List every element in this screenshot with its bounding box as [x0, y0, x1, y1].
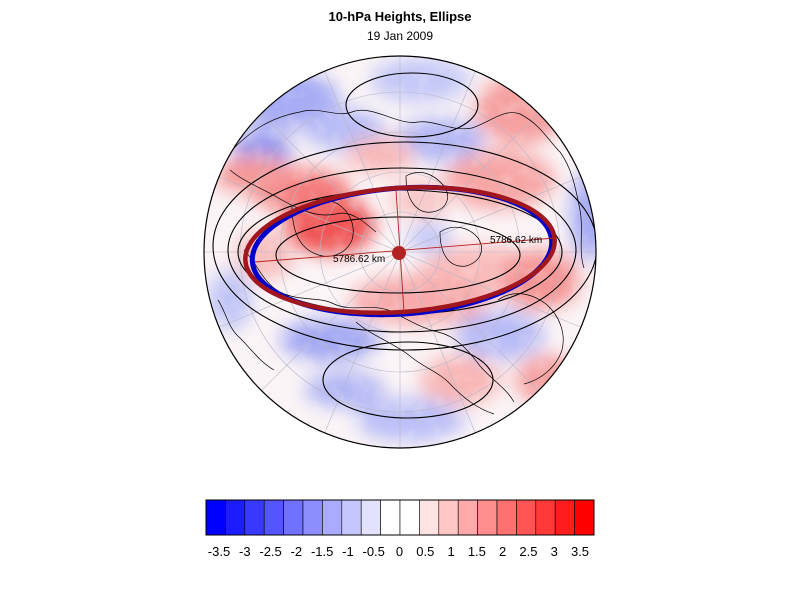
colorbar-swatch — [438, 499, 459, 536]
colorbar-swatch — [283, 499, 304, 536]
colorbar-tick-label: 0.5 — [416, 544, 434, 559]
ellipse-center-marker — [392, 246, 406, 260]
coastlines — [217, 109, 585, 415]
colorbar-tick-label: 0 — [396, 544, 403, 559]
colorbar-swatch — [244, 499, 265, 536]
distance-label-west: 5786.62 km — [333, 254, 385, 265]
colorbar-swatch — [535, 499, 556, 536]
colorbar-tick-label: -1 — [342, 544, 354, 559]
colorbar-tick-label: -0.5 — [363, 544, 385, 559]
colorbar-tick-label: 3 — [551, 544, 558, 559]
colorbar-swatch — [360, 499, 381, 536]
anomaly-field — [204, 56, 596, 448]
colorbar-swatch — [419, 499, 440, 536]
map-title: 10-hPa Heights, Ellipse — [328, 9, 472, 24]
colorbar-tick-label: -1.5 — [311, 544, 333, 559]
colorbar-swatch — [205, 499, 226, 536]
colorbar-swatch — [516, 499, 537, 536]
colorbar-swatch — [457, 499, 478, 536]
colorbar-swatch — [380, 499, 401, 536]
colorbar-swatch — [554, 499, 575, 536]
colorbar-tick-label: -3 — [239, 544, 251, 559]
colorbar-tick-label: 2.5 — [519, 544, 537, 559]
colorbar-tick-label: -2 — [291, 544, 303, 559]
colorbar-swatch — [302, 499, 323, 536]
colorbar-swatch — [341, 499, 362, 536]
colorbar-tick-label: -2.5 — [259, 544, 281, 559]
colorbar-swatch — [322, 499, 343, 536]
colorbar-swatch — [399, 499, 420, 536]
colorbar-labels: -3.5 -3 -2.5 -2 -1.5 -1 -0.5 0 0.5 1 1.5 2 2.5 3 3.5 — [208, 544, 589, 559]
map-date: 19 Jan 2009 — [366, 29, 434, 43]
colorbar-swatch — [496, 499, 517, 536]
globe-outline — [203, 55, 597, 449]
colorbar-swatch — [574, 499, 595, 536]
colorbar-frame — [205, 499, 595, 536]
colorbar-swatches — [205, 499, 595, 536]
colorbar-tick-label: -3.5 — [208, 544, 230, 559]
colorbar-tick-label: 3.5 — [571, 544, 589, 559]
colorbar-swatch — [225, 499, 246, 536]
colorbar-tick-label: 1 — [447, 544, 454, 559]
colorbar-tick-label: 2 — [499, 544, 506, 559]
colorbar-swatch — [263, 499, 284, 536]
distance-label-east: 5786.62 km — [490, 235, 542, 246]
colorbar-swatch — [477, 499, 498, 536]
colorbar-tick-label: 1.5 — [468, 544, 486, 559]
